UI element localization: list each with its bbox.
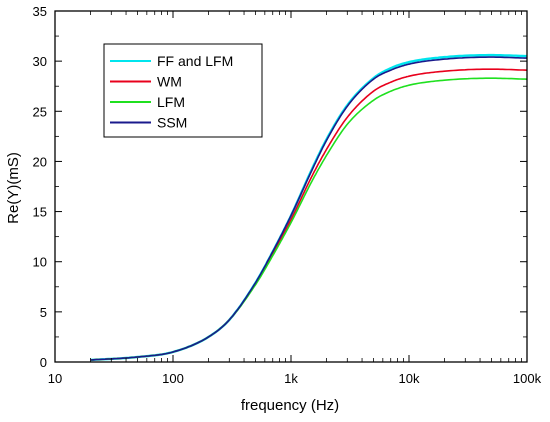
legend-label: FF and LFM: [157, 53, 233, 69]
legend: FF and LFM WM LFM SSM: [103, 43, 263, 138]
y-tick-label: 35: [33, 4, 47, 19]
legend-label: SSM: [157, 115, 187, 131]
x-axis-label: frequency (Hz): [241, 397, 339, 414]
legend-label: WM: [157, 74, 182, 90]
y-tick-label: 20: [33, 154, 47, 169]
x-tick-label: 100k: [513, 371, 542, 386]
y-tick-label: 30: [33, 54, 47, 69]
legend-label: LFM: [157, 94, 185, 110]
y-tick-label: 15: [33, 205, 47, 220]
y-tick-label: 10: [33, 255, 47, 270]
x-tick-label: 10k: [399, 371, 420, 386]
axes-layer: 10 100 1k 10k 100k 0 5 10 15 20 25 30 35: [33, 4, 542, 386]
x-tick-label: 10: [48, 371, 62, 386]
x-tick-label: 100: [162, 371, 184, 386]
y-axis-label: Re(Y)(mS): [5, 152, 22, 224]
series-line-ssm: [90, 56, 527, 361]
y-tick-label: 0: [40, 355, 47, 370]
x-tick-label: 1k: [284, 371, 298, 386]
y-tick-label: 25: [33, 104, 47, 119]
series-layer: [90, 53, 528, 362]
y-tick-label: 5: [40, 305, 47, 320]
